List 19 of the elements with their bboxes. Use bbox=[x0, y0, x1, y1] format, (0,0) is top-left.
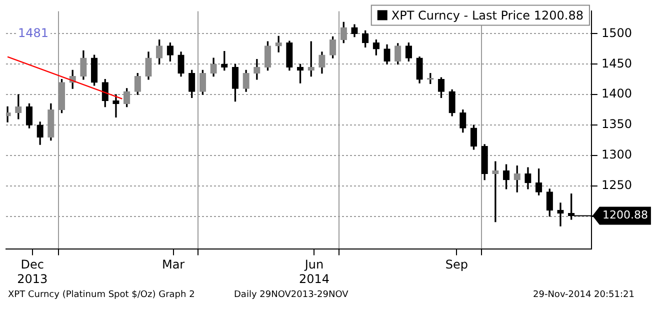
y-tick-label: 1400 bbox=[601, 86, 632, 101]
text: Daily 29NOV2013-29NOV bbox=[234, 290, 348, 300]
candlestick bbox=[112, 94, 120, 118]
annotation: 1481 bbox=[18, 26, 49, 40]
text: 29-Nov-2014 20:51:21 bbox=[533, 290, 634, 300]
x-tick-label: Mar bbox=[162, 258, 185, 272]
text: XPT Curncy (Platinum Spot $/Oz) Graph 2 bbox=[8, 290, 195, 300]
legend-label: XPT Curncy - Last Price 1200.88 bbox=[391, 8, 584, 22]
y-tick-label: 1450 bbox=[601, 56, 632, 70]
y-tick-label: 1500 bbox=[601, 26, 632, 40]
annotation: 1200.88 bbox=[602, 208, 648, 222]
y-tick-label: 1300 bbox=[601, 148, 632, 162]
y-tick-label: 1250 bbox=[601, 178, 632, 192]
x-tick-label: Dec 2013 bbox=[17, 258, 48, 286]
y-tick-label: 1350 bbox=[601, 117, 632, 132]
candlestick bbox=[492, 161, 499, 222]
x-tick-label: Jun 2014 bbox=[298, 258, 330, 286]
x-tick-label: Sep bbox=[445, 258, 468, 272]
candlestick bbox=[557, 202, 564, 226]
